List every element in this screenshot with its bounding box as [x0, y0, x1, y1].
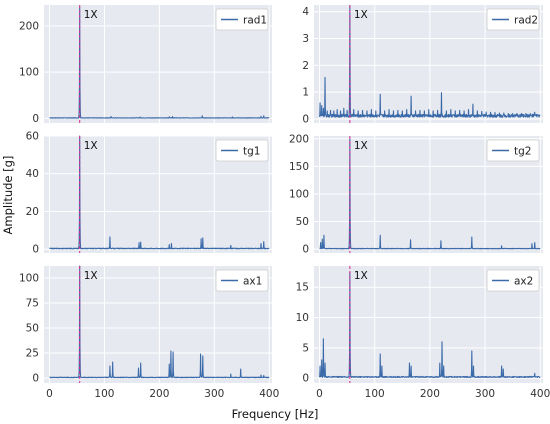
subplot-rad2: 0 1 2 3 4 1X rad2: [302, 5, 543, 125]
marker-label-1x: 1X: [84, 270, 98, 282]
legend-label: rad2: [514, 14, 538, 26]
legend-label: rad1: [243, 14, 267, 26]
legend-tg2: tg2: [486, 139, 540, 162]
legend-rad2: rad2: [486, 8, 540, 31]
x-tick-label: 400: [259, 388, 279, 400]
marker-label-1x: 1X: [84, 9, 98, 21]
x-tick-label: 200: [420, 388, 440, 400]
marker-label-1x: 1X: [84, 140, 98, 152]
spectrum-line-tg2: [319, 138, 541, 250]
y-tick-label: 4: [302, 6, 309, 18]
spectrum-line-ax1: [49, 265, 270, 379]
legend-tg1: tg1: [215, 139, 269, 162]
marker-label-1x: 1X: [354, 270, 368, 282]
spectrum-line-ax2: [318, 271, 541, 379]
y-tick-label: 2: [302, 60, 309, 72]
y-tick-label: 10: [296, 312, 309, 324]
legend-ax1: ax1: [215, 269, 269, 292]
legend-rad1: rad1: [215, 8, 269, 31]
legend-label: tg1: [243, 145, 260, 157]
y-tick-label: 0: [32, 113, 39, 125]
legend-frame: [215, 139, 269, 162]
y-tick-label: 25: [26, 348, 39, 360]
y-tick-label: 60: [26, 131, 39, 143]
legend-frame: [486, 139, 540, 162]
subplot-tg1: 0 20 40 60 1X tg1: [26, 131, 272, 256]
legend-label: ax2: [514, 275, 533, 287]
y-tick-label: 150: [289, 161, 309, 173]
marker-label-1x: 1X: [354, 140, 368, 152]
subplot-tg2: 0 50 100 150 200 1X tg2: [289, 133, 543, 256]
x-tick-label: 0: [46, 388, 53, 400]
x-tick-label: 200: [149, 388, 169, 400]
subplot-ax1: 0 25 50 75 100 0 100 200 300 400 1X ax1: [19, 265, 279, 400]
y-tick-label: 15: [296, 282, 309, 294]
legend-frame: [486, 269, 540, 292]
y-tick-label: 75: [26, 298, 39, 310]
legend-frame: [215, 269, 269, 292]
legend-label: ax1: [243, 275, 262, 287]
y-tick-label: 50: [296, 216, 309, 228]
marker-label-1x: 1X: [354, 9, 368, 21]
y-tick-label: 100: [19, 273, 39, 285]
legend-ax2: ax2: [486, 269, 540, 292]
y-tick-label: 0: [302, 244, 309, 256]
x-tick-label: 400: [530, 388, 550, 400]
subplot-rad1: 0 100 200 1X rad1: [19, 5, 272, 125]
x-tick-label: 100: [94, 388, 114, 400]
x-tick-label: 300: [475, 388, 495, 400]
x-tick-label: 100: [365, 388, 385, 400]
x-tick-label: 0: [316, 388, 323, 400]
y-tick-label: 1: [302, 87, 309, 99]
y-tick-label: 0: [302, 113, 309, 125]
spectrum-line-rad1: [49, 6, 270, 119]
y-tick-label: 200: [289, 133, 309, 145]
legend-frame: [486, 8, 540, 31]
y-tick-label: 200: [19, 20, 39, 32]
y-tick-label: 0: [302, 373, 309, 385]
subplot-ax2: 0 5 10 15 0 100 200 300 400 1X ax2: [296, 266, 550, 400]
y-tick-label: 0: [32, 244, 39, 256]
legend-frame: [215, 8, 269, 31]
y-tick-label: 50: [26, 323, 39, 335]
y-tick-label: 100: [19, 67, 39, 79]
y-tick-label: 5: [302, 342, 309, 354]
y-tick-label: 40: [26, 168, 39, 180]
spectrum-line-tg1: [49, 135, 270, 250]
legend-label: tg2: [514, 145, 531, 157]
y-axis-label: Amplitude [g]: [1, 156, 15, 235]
x-tick-label: 300: [204, 388, 224, 400]
y-tick-label: 20: [26, 206, 39, 218]
y-tick-label: 0: [32, 373, 39, 385]
x-axis-label: Frequency [Hz]: [232, 407, 319, 421]
spectrum-line-rad2: [318, 5, 541, 118]
y-tick-label: 100: [289, 188, 309, 200]
y-tick-label: 3: [302, 33, 309, 45]
